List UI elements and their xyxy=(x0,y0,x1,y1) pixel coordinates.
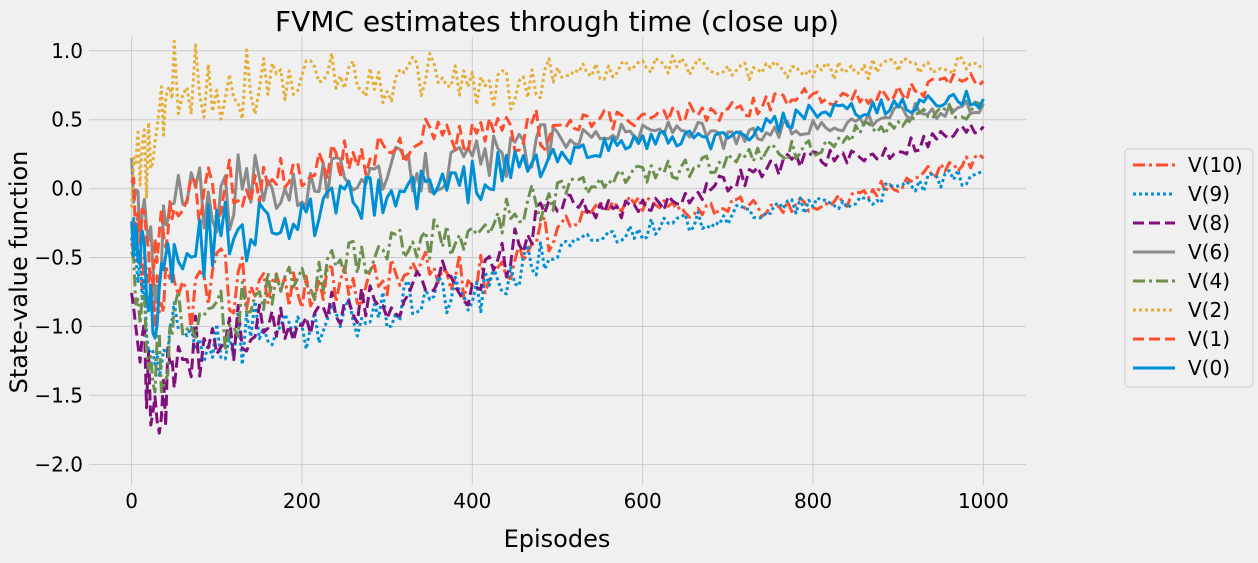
series-line-v10 xyxy=(130,152,985,332)
x-tick-label: 0 xyxy=(125,489,138,513)
grid xyxy=(89,37,1026,485)
y-tick-label: −1.0 xyxy=(34,314,83,338)
series-line-v8 xyxy=(130,123,985,435)
series-lines xyxy=(130,39,985,435)
y-tick-label: −1.5 xyxy=(34,383,83,407)
series-line-v6 xyxy=(130,99,985,303)
series-line-v2 xyxy=(130,39,984,208)
y-tick-label: −2.0 xyxy=(34,452,83,476)
x-tick-label: 400 xyxy=(453,489,491,513)
y-tick-label: −0.5 xyxy=(34,246,83,270)
legend-label: V(10) xyxy=(1188,153,1243,177)
series-line-v0 xyxy=(130,89,985,340)
legend-label: V(4) xyxy=(1188,269,1230,293)
legend-frame xyxy=(1124,148,1254,388)
series-line-v9 xyxy=(130,168,984,379)
legend-label: V(2) xyxy=(1188,298,1230,322)
y-tick-label: 0.0 xyxy=(51,177,83,201)
legend-label: V(8) xyxy=(1188,211,1230,235)
legend-label: V(0) xyxy=(1188,356,1230,380)
legend-label: V(6) xyxy=(1188,240,1230,264)
legend: V(10) V(9) V(8) V(6) V(4) V(2) V(1) V(0) xyxy=(1124,148,1254,388)
x-tick-label: 800 xyxy=(794,489,832,513)
tick-labels: 0 200 400 600 800 1000 −2.0 −1.5 −1.0 −0.5 0.0 0.5 1… xyxy=(34,39,1008,513)
y-tick-label: 1.0 xyxy=(51,39,83,63)
x-tick-label: 600 xyxy=(624,489,662,513)
chart-title: FVMC estimates through time (close up) xyxy=(275,5,839,38)
series-line-v4 xyxy=(130,100,985,394)
y-tick-label: 0.5 xyxy=(51,108,83,132)
legend-items: V(10) V(9) V(8) V(6) V(4) V(2) V(1) V(0) xyxy=(1133,153,1243,380)
x-axis-label: Episodes xyxy=(504,525,611,553)
legend-label: V(1) xyxy=(1188,327,1230,351)
y-axis-label: State-value function xyxy=(5,151,33,394)
x-tick-label: 200 xyxy=(283,489,321,513)
x-tick-label: 1000 xyxy=(958,489,1009,513)
legend-label: V(9) xyxy=(1188,182,1230,206)
